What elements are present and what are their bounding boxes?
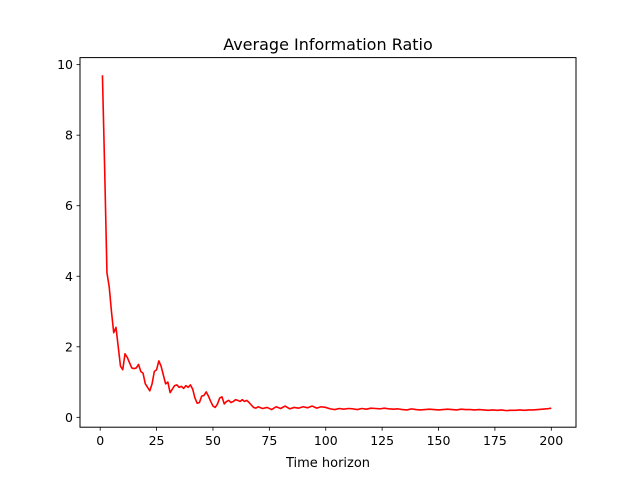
x-tick-label: 200 xyxy=(539,433,563,448)
y-tick-label: 10 xyxy=(57,57,73,72)
chart-title: Average Information Ratio xyxy=(223,35,433,54)
x-axis-label: Time horizon xyxy=(285,456,370,471)
x-tick-label: 125 xyxy=(370,433,394,448)
plot-area xyxy=(101,75,552,412)
x-tick-label: 175 xyxy=(483,433,507,448)
y-tick-label: 2 xyxy=(65,339,73,354)
x-tick-label: 100 xyxy=(314,433,338,448)
x-tick-label: 50 xyxy=(205,433,221,448)
axis-ticks: 0 25 50 75 100 125 150 175 200 0 2 4 6 8 10 xyxy=(57,57,563,448)
y-tick-label: 4 xyxy=(65,269,73,284)
series-line-0 xyxy=(101,75,552,412)
y-tick-label: 8 xyxy=(65,128,73,143)
x-tick-label: 25 xyxy=(149,433,165,448)
x-tick-label: 75 xyxy=(261,433,277,448)
x-tick-label: 150 xyxy=(427,433,451,448)
y-tick-label: 6 xyxy=(65,198,73,213)
x-tick-label: 0 xyxy=(96,433,104,448)
plot-frame xyxy=(79,57,577,428)
y-tick-label: 0 xyxy=(65,410,73,425)
